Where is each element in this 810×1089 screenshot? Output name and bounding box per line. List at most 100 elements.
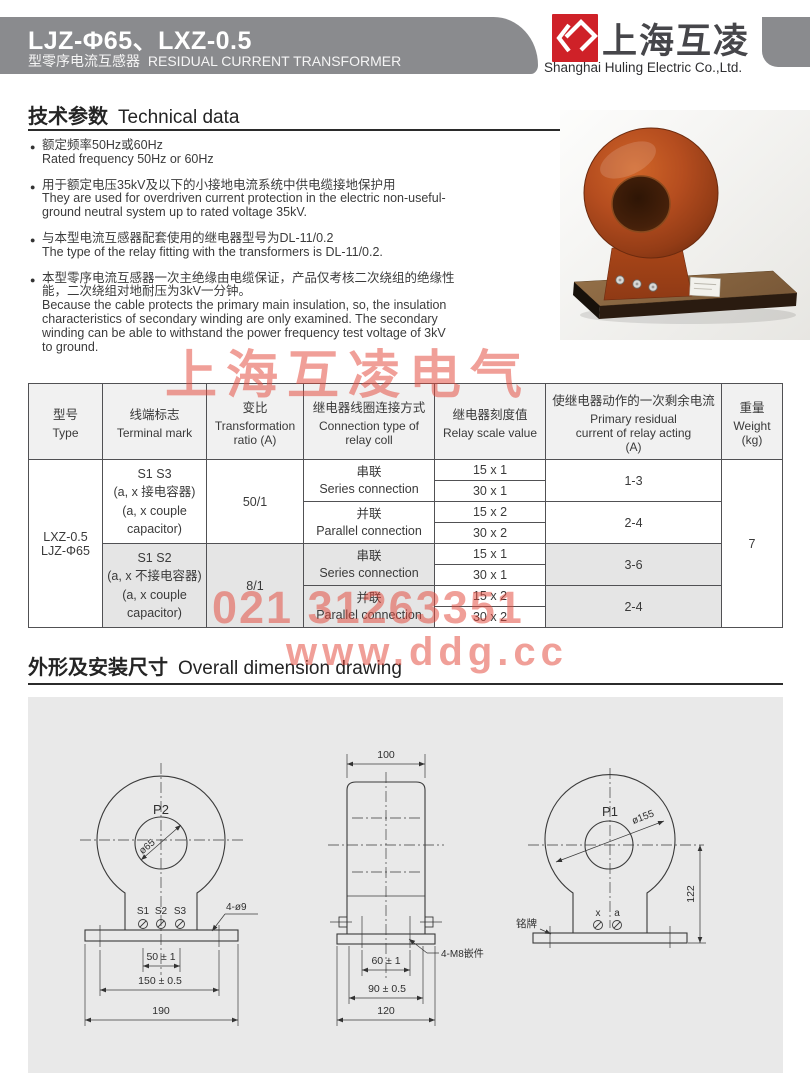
bullet-text: winding can be able to withstand the pow…	[42, 325, 446, 340]
p2-front-view: P2 ø65 S1 S2 S3 4-	[80, 763, 258, 1026]
bullet-text: 能，二次绕组对地耐压为3kV一分钟。	[42, 284, 252, 299]
table-row: 并联 Parallel connection 15 x 2 2-4	[29, 501, 783, 544]
cell-scale-value: 30 x 1	[434, 564, 546, 586]
cell-scale-value: 30 x 2	[434, 606, 546, 628]
cell-primary-current: 2-4	[545, 501, 722, 544]
huling-logo-icon	[552, 14, 598, 62]
p2-dim-50: 50 ± 1	[146, 951, 175, 963]
table-header-row: 型号 Type 线端标志 Terminal mark 变比 Transforma…	[28, 383, 783, 460]
cell-connection: 串联 Series connection	[303, 459, 435, 502]
cell-primary-current: 1-3	[545, 459, 722, 502]
cell-scale-value: 30 x 2	[434, 522, 546, 544]
photo-ring	[583, 127, 719, 259]
cell-weight: 7	[721, 459, 783, 628]
side-dim-120: 120	[377, 1005, 395, 1017]
cell-ratio: 50/1	[206, 459, 304, 544]
list-item: ● 用于额定电压35kV及以下的小接地电流系统中供电缆接地保护用 They ar…	[30, 177, 557, 220]
side-dim-90: 90 ± 0.5	[368, 983, 406, 995]
cell-ratio: 8/1	[206, 543, 304, 628]
cell-primary-current: 3-6	[545, 543, 722, 586]
cell-primary-current: 2-4	[545, 585, 722, 628]
bullet-text: ground neutral system up to rated voltag…	[42, 205, 307, 220]
bullet-text: They are used for overdriven current pro…	[42, 191, 446, 206]
p2-dim-190: 190	[152, 1005, 170, 1017]
dimension-drawing-panel: P2 ø65 S1 S2 S3 4-	[28, 697, 783, 1073]
col-header-primary-current: 使继电器动作的一次剩余电流 Primary residual current o…	[545, 383, 722, 460]
p2-terminal-s1: S1	[137, 906, 150, 917]
product-photo	[560, 110, 810, 340]
cell-terminal-mark: S1 S3 (a, x 接电容器) (a, x couple capacitor…	[102, 459, 207, 544]
cell-connection: 串联 Series connection	[303, 543, 435, 586]
cell-scale-value: 15 x 1	[434, 459, 546, 481]
col-header-ratio: 变比 Transformation ratio (A)	[206, 383, 304, 460]
page-title: LJZ-Φ65、LXZ-0.5	[28, 27, 252, 55]
cell-scale-value: 15 x 2	[434, 585, 546, 607]
page-subtitle-en: RESIDUAL CURRENT TRANSFORMER	[147, 53, 402, 69]
tech-bullet-list: ● 额定频率50Hz或60Hz Rated frequency 50Hz or …	[30, 138, 557, 366]
photo-nameplate	[689, 276, 721, 298]
bullet-text: Rated frequency 50Hz or 60Hz	[42, 151, 214, 166]
bullet-text: to ground.	[42, 339, 99, 354]
bullet-text: 用于额定电压35kV及以下的小接地电流系统中供电缆接地保护用	[42, 177, 396, 192]
table-row: LXZ-0.5 LJZ-Φ65 S1 S3 (a, x 接电容器) (a, x …	[28, 459, 783, 628]
corner-tab	[762, 17, 810, 67]
col-header-weight: 重量 Weight (kg)	[721, 383, 783, 460]
photo-terminals	[615, 275, 658, 292]
col-header-connection: 继电器线圈连接方式 Connection type of relay coll	[303, 383, 435, 460]
table-row: 并联 Parallel connection 15 x 2 2-4	[29, 585, 783, 628]
list-item: ● 本型零序电流互感器一次主绝缘由电缆保证，产品仅考核二次绕组的绝缘性 能，二次…	[30, 270, 557, 355]
table-row: 30 x 1	[29, 564, 783, 586]
side-view: 100 4-M8嵌件	[328, 749, 484, 1026]
bullet-text: 本型零序电流互感器一次主绝缘由电缆保证，产品仅考核二次绕组的绝缘性	[42, 270, 455, 285]
p2-label: P2	[153, 802, 169, 817]
p1-nameplate-label: 铭牌	[516, 917, 537, 930]
dimension-heading-cn: 外形及安装尺寸	[28, 657, 168, 679]
dimension-heading-rule	[28, 683, 783, 685]
col-header-terminal-mark: 线端标志 Terminal mark	[102, 383, 207, 460]
cell-connection: 并联 Parallel connection	[303, 585, 435, 628]
cell-terminal-mark: S1 S2 (a, x 不接电容器) (a, x couple capacito…	[102, 543, 207, 628]
col-header-scale-value: 继电器刻度值 Relay scale value	[434, 383, 546, 460]
table-row: S1 S2 (a, x 不接电容器) (a, x couple capacito…	[29, 543, 783, 628]
cell-scale-value: 15 x 1	[434, 543, 546, 565]
dimension-heading-en: Overall dimension drawing	[178, 658, 402, 679]
cell-scale-value: 30 x 1	[434, 480, 546, 502]
page-subtitle: 型零序电流互感器 RESIDUAL CURRENT TRANSFORMER	[28, 51, 405, 71]
cell-type: LXZ-0.5 LJZ-Φ65	[28, 459, 103, 628]
side-insert-note: 4-M8嵌件	[441, 948, 484, 960]
bullet-text: characteristics of secondary winding are…	[42, 311, 438, 326]
tech-section-heading: 技术参数 Technical data	[28, 100, 239, 129]
page-subtitle-cn: 型零序电流互感器	[28, 53, 140, 69]
p2-holes-note: 4-ø9	[226, 902, 247, 913]
side-dim-100: 100	[377, 749, 395, 761]
cell-scale-value: 15 x 2	[434, 501, 546, 523]
spec-table: 型号 Type 线端标志 Terminal mark 变比 Transforma…	[28, 383, 783, 628]
tech-heading-cn: 技术参数	[28, 106, 108, 128]
p1-terminal-a: a	[614, 908, 620, 919]
cell-connection: 并联 Parallel connection	[303, 501, 435, 544]
bullet-text: 额定频率50Hz或60Hz	[42, 138, 163, 152]
col-header-type: 型号 Type	[28, 383, 103, 460]
bullet-icon: ●	[30, 181, 36, 192]
bullet-text: Because the cable protects the primary m…	[42, 298, 447, 313]
p1-dim-122: 122	[685, 885, 697, 903]
list-item: ● 与本型电流互感器配套使用的继电器型号为DL-11/0.2 The type …	[30, 230, 557, 260]
p2-terminal-s3: S3	[174, 906, 187, 917]
bullet-text: 与本型电流互感器配套使用的继电器型号为DL-11/0.2	[42, 230, 334, 245]
table-row: 30 x 2	[29, 606, 783, 628]
p1-label: P1	[602, 804, 618, 819]
dimension-section-heading: 外形及安装尺寸 Overall dimension drawing	[28, 651, 402, 680]
brand-name-en: Shanghai Huling Electric Co.,Ltd.	[544, 60, 743, 75]
bullet-icon: ●	[30, 142, 36, 152]
bullet-icon: ●	[30, 234, 36, 245]
p1-terminal-x: x	[596, 908, 601, 919]
list-item: ● 额定频率50Hz或60Hz Rated frequency 50Hz or …	[30, 138, 557, 167]
p2-terminal-s2: S2	[155, 906, 168, 917]
bullet-icon: ●	[30, 274, 36, 285]
p1-outer-dia-label: ø155	[630, 808, 656, 827]
p2-dim-150: 150 ± 0.5	[138, 975, 182, 987]
brand-name-cn: 上海互凌	[602, 22, 751, 61]
bullet-text: The type of the relay fitting with the t…	[42, 244, 383, 259]
tech-heading-rule	[28, 129, 783, 131]
